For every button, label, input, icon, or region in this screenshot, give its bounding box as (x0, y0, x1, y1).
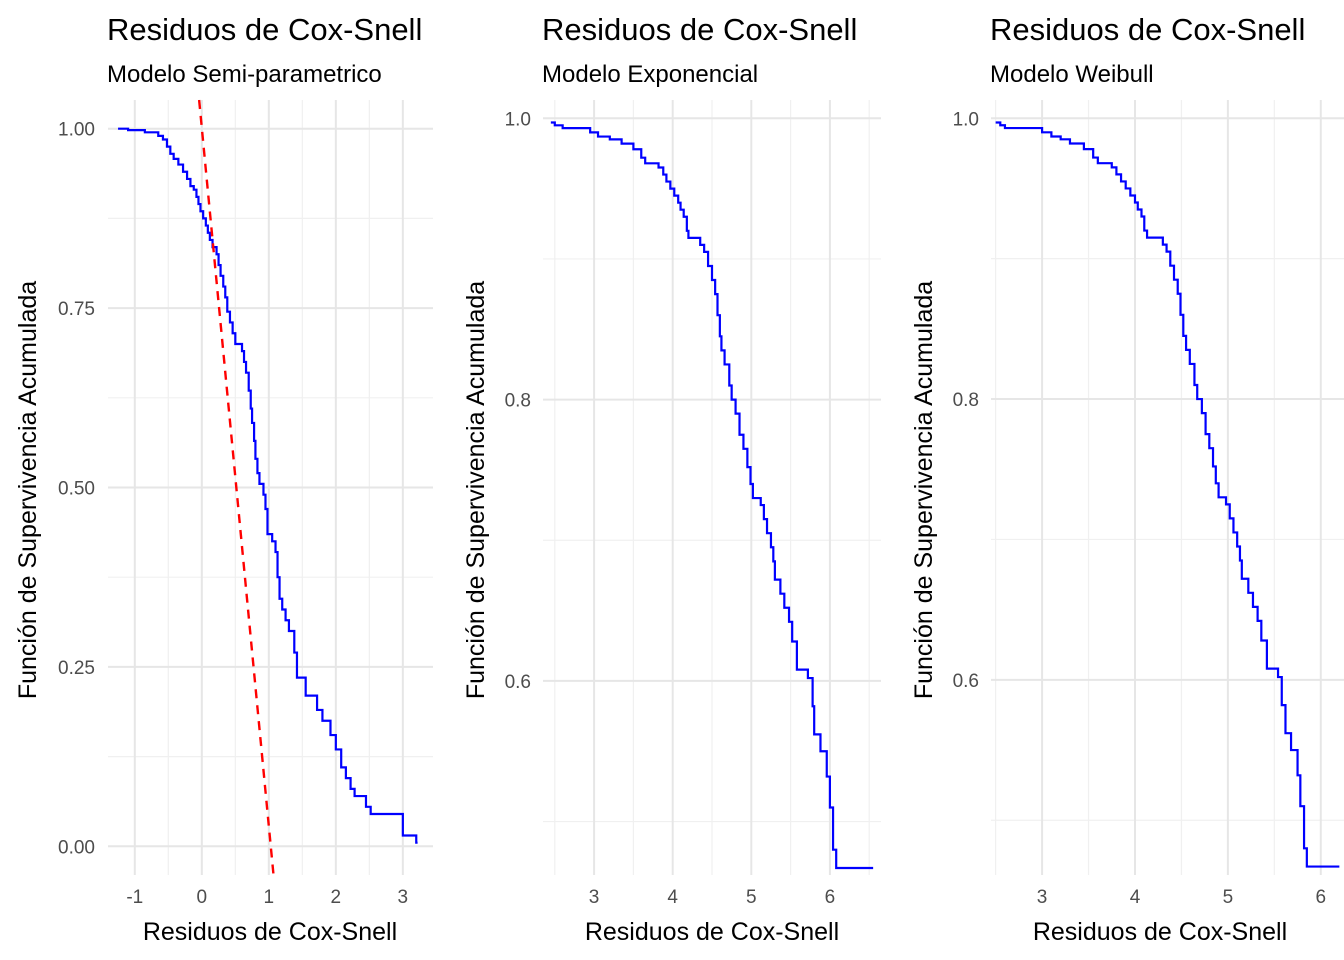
x-axis-label: Residuos de Cox-Snell (1033, 918, 1287, 946)
y-tick-label: 0.75 (58, 299, 95, 320)
panel-exponential: Residuos de Cox-Snell Modelo Exponencial… (462, 12, 881, 946)
survival-step-line (995, 121, 1340, 868)
x-tick-label: 1 (264, 887, 275, 908)
plot-area: 3 4 5 6 0.6 0.8 1.0 (953, 100, 1344, 908)
x-tick-label: 0 (197, 887, 208, 908)
x-tick-label: 5 (1223, 887, 1234, 908)
panel-semi-parametric: Residuos de Cox-Snell Modelo Semi-parame… (14, 12, 433, 946)
panel-subtitle: Modelo Weibull (990, 61, 1154, 88)
x-tick-label: 5 (746, 887, 757, 908)
y-axis-label: Función de Supervivencia Acumulada (910, 281, 938, 699)
y-axis-label: Función de Supervivencia Acumulada (462, 281, 490, 699)
y-tick-label: 1.0 (953, 109, 979, 130)
x-axis-label: Residuos de Cox-Snell (143, 918, 397, 946)
y-tick-label: 0.8 (505, 391, 531, 412)
panel-subtitle: Modelo Semi-parametrico (107, 61, 382, 88)
panel-title: Residuos de Cox-Snell (107, 12, 422, 47)
y-tick-label: 0.00 (58, 837, 95, 858)
y-tick-label: 0.6 (505, 672, 531, 693)
x-tick-label: 3 (589, 887, 600, 908)
y-tick-label: 1.0 (505, 109, 531, 130)
survival-step-line (550, 121, 874, 870)
y-axis-label: Función de Supervivencia Acumulada (14, 281, 42, 699)
panel-title: Residuos de Cox-Snell (990, 12, 1305, 47)
x-tick-label: 3 (1037, 887, 1048, 908)
y-tick-label: 1.00 (58, 120, 95, 141)
y-tick-label: 0.50 (58, 479, 95, 500)
x-tick-label: 6 (825, 887, 836, 908)
survival-step-line (118, 127, 418, 844)
x-tick-label: 4 (667, 887, 678, 908)
x-tick-label: 4 (1130, 887, 1141, 908)
x-axis-label: Residuos de Cox-Snell (585, 918, 839, 946)
panel-weibull: Residuos de Cox-Snell Modelo Weibull Res… (910, 12, 1344, 946)
y-tick-label: 0.6 (953, 671, 979, 692)
panel-title: Residuos de Cox-Snell (542, 12, 857, 47)
x-tick-label: 6 (1315, 887, 1326, 908)
y-tick-label: 0.25 (58, 658, 95, 679)
x-tick-label: -1 (126, 887, 143, 908)
plot-area: -1 0 1 2 3 0.00 0.25 0.50 0.75 1.00 (58, 99, 433, 908)
plot-area: 3 4 5 6 0.6 0.8 1.0 (505, 100, 881, 908)
panel-subtitle: Modelo Exponencial (542, 61, 758, 88)
y-tick-label: 0.8 (953, 390, 979, 411)
x-tick-label: 2 (331, 887, 342, 908)
x-tick-label: 3 (398, 887, 409, 908)
reference-dashed-line (197, 99, 275, 876)
